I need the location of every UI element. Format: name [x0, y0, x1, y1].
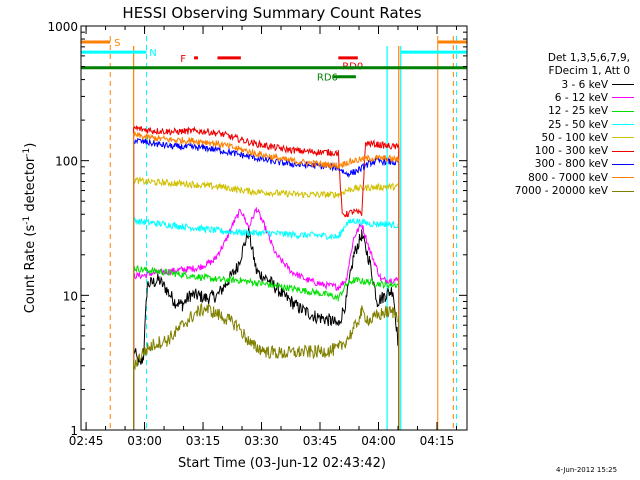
legend-swatch-5 — [612, 150, 634, 152]
y-axis-label-end: ) — [23, 143, 38, 148]
legend-label-5: 100 - 300 keV — [534, 145, 608, 158]
y-axis-label-sup1: -1 — [22, 216, 32, 225]
x-tick-label-2: 03:15 — [186, 434, 221, 448]
legend-item-1: 6 - 12 keV — [476, 91, 636, 104]
x-tick-label-6: 04:15 — [420, 434, 455, 448]
y-tick-label-2: 100 — [55, 155, 78, 169]
timestamp: 4-Jun-2012 15:25 — [556, 466, 618, 474]
legend-swatch-6 — [612, 163, 634, 165]
legend-swatch-1 — [612, 97, 634, 99]
plot-frame — [80, 25, 468, 431]
legend-header-line-1: Det 1,3,5,6,7,9, — [547, 52, 630, 64]
legend-item-5: 100 - 300 keV — [476, 144, 636, 157]
legend-label-3: 25 - 50 keV — [548, 118, 608, 131]
legend-label-7: 800 - 7000 keV — [528, 171, 608, 184]
legend-item-7: 800 - 7000 keV — [476, 171, 636, 184]
flag-layer: SNFRD0RD6 — [81, 38, 467, 84]
legend-label-6: 300 - 800 keV — [534, 158, 608, 171]
legend: Det 1,3,5,6,7,9, FDecim 1, Att 0 3 - 6 k… — [476, 52, 636, 198]
series-line-1 — [133, 207, 400, 430]
series-line-8 — [133, 303, 400, 430]
series-line-3 — [133, 216, 400, 430]
legend-swatch-2 — [612, 110, 634, 112]
legend-label-1: 6 - 12 keV — [554, 91, 608, 104]
chart-title: HESSI Observing Summary Count Rates — [122, 4, 421, 22]
legend-swatch-8 — [612, 190, 634, 192]
flag-label-1: N — [149, 48, 156, 59]
y-tick-label-0: 1 — [70, 424, 78, 438]
series-layer — [109, 36, 457, 430]
x-tick-label-1: 03:00 — [127, 434, 162, 448]
x-tick-label-5: 04:00 — [361, 434, 396, 448]
x-axis-label: Start Time (03-Jun-12 02:43:42) — [178, 456, 386, 471]
y-tick-label-1: 10 — [63, 289, 78, 303]
legend-item-0: 3 - 6 keV — [476, 78, 636, 91]
flag-label-0: S — [114, 38, 120, 49]
legend-label-8: 7000 - 20000 keV — [514, 185, 608, 198]
x-tick-label-4: 03:45 — [303, 434, 338, 448]
legend-item-8: 7000 - 20000 keV — [476, 184, 636, 197]
legend-swatch-3 — [612, 124, 634, 126]
legend-swatch-0 — [612, 84, 634, 86]
series-line-7 — [133, 131, 400, 430]
legend-swatch-4 — [612, 137, 634, 139]
legend-item-6: 300 - 800 keV — [476, 158, 636, 171]
legend-label-0: 3 - 6 keV — [561, 78, 608, 91]
legend-label-2: 12 - 25 keV — [548, 105, 608, 118]
y-tick-label-3: 1000 — [47, 20, 78, 34]
y-axis-label-main: Count Rate (s — [23, 225, 38, 314]
series-line-2 — [133, 264, 400, 430]
legend-rows: 3 - 6 keV 6 - 12 keV 12 - 25 keV 25 - 50 ke… — [476, 78, 636, 198]
legend-item-4: 50 - 100 keV — [476, 131, 636, 144]
y-axis-label: Count Rate (s-1 detector-1) — [22, 143, 38, 314]
series-line-5 — [133, 124, 400, 430]
y-axis-label-sup2: -1 — [22, 148, 32, 157]
legend-swatch-7 — [612, 177, 634, 179]
legend-header-line-2: FDecim 1, Att 0 — [548, 65, 630, 77]
legend-label-4: 50 - 100 keV — [541, 131, 608, 144]
tick-layer: 1 10 100 1000 02:45 03:00 03:15 03:30 03:45 04:00… — [47, 20, 467, 448]
y-axis-label-mid: detector — [23, 156, 38, 216]
flag-label-2: F — [180, 54, 186, 65]
series-line-4 — [133, 176, 400, 430]
legend-item-2: 12 - 25 keV — [476, 105, 636, 118]
series-line-0 — [133, 225, 400, 430]
legend-item-3: 25 - 50 keV — [476, 118, 636, 131]
x-tick-label-3: 03:30 — [244, 434, 279, 448]
x-tick-label-0: 02:45 — [69, 434, 104, 448]
flag-label-5: RD6 — [317, 73, 338, 84]
series-line-6 — [133, 137, 400, 430]
